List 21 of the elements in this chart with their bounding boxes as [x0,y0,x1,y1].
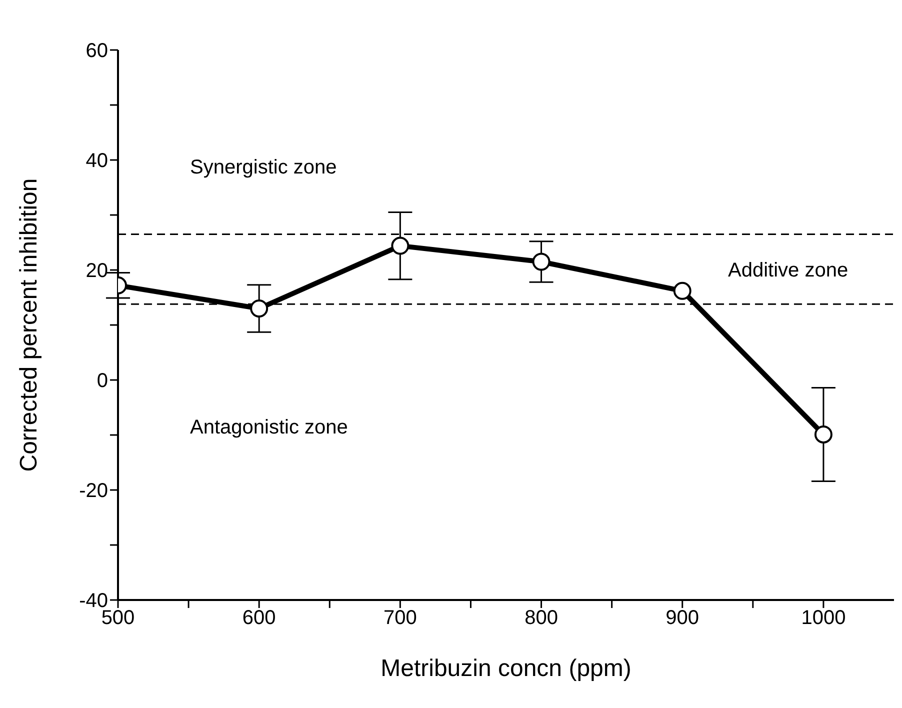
annotation: Antagonistic zone [190,416,348,438]
point [814,425,832,444]
y-tick-label: 0 [96,370,108,392]
y-tick-label: 40 [86,150,108,172]
point [391,236,410,255]
x-tick-label: 700 [383,607,417,630]
y-tick-label: -20 [79,480,108,502]
x-tick-label: 500 [101,607,135,630]
point [250,300,268,318]
x-axis-title: Metribuzin concn (ppm) [380,655,632,682]
y-axis-title: Corrected percent inhibition [16,178,43,472]
x-tick-label: 1000 [801,607,846,630]
x-tick-label: 900 [666,607,700,630]
y-tick-label: 60 [86,40,108,62]
x-tick-label: 600 [242,607,276,630]
annotation: Synergistic zone [190,156,337,178]
annotation: Additive zone [728,259,848,282]
y-tick-label: 20 [86,260,108,282]
point [673,282,692,300]
x-tick-label: 800 [524,607,558,630]
point [532,252,550,271]
